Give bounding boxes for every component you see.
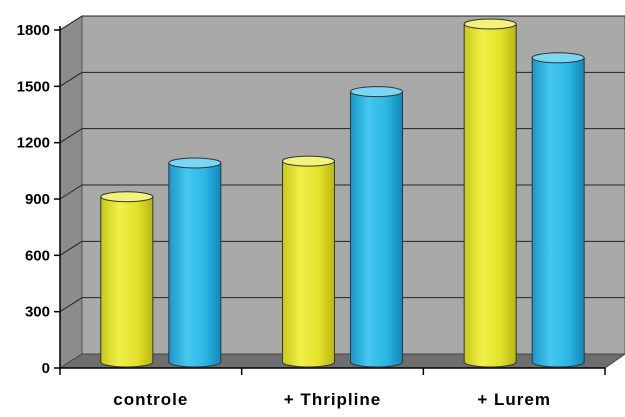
y-tick-label: 1200 [17, 135, 50, 152]
x-tick-label: + Thripline [284, 390, 381, 409]
bars [100, 18, 585, 368]
gridline-side [59, 15, 83, 31]
bar [350, 86, 403, 368]
x-tick-label: + Lurem [477, 390, 551, 409]
y-tick-label: 1800 [17, 22, 50, 39]
gridline-side [59, 184, 83, 200]
y-tick-label: 600 [25, 247, 50, 264]
axes [54, 26, 606, 375]
bar-top [531, 52, 585, 64]
gridline-side [59, 71, 83, 87]
bar-top [168, 157, 222, 169]
bar-body [463, 23, 517, 368]
labels: 0 300 600 900 1200 1500 1800 controle + Thriplin… [17, 22, 551, 409]
bar [463, 18, 517, 368]
bar [168, 157, 222, 368]
y-tick-label: 300 [25, 304, 50, 321]
bar-top [350, 86, 403, 98]
y-tick-label: 900 [25, 191, 50, 208]
bar-body [168, 162, 222, 368]
bar-body [100, 196, 154, 368]
bar-body [350, 91, 403, 368]
bar-body [531, 57, 585, 368]
bar-top [463, 18, 517, 30]
gridline-side [59, 128, 83, 144]
bar-top [100, 191, 154, 203]
bar [100, 191, 154, 368]
gridline-side [59, 297, 83, 313]
bar [531, 52, 585, 368]
bar-top [282, 155, 335, 167]
y-tick-label: 0 [42, 360, 50, 377]
bar-body [282, 160, 335, 368]
x-tick-label: controle [113, 390, 188, 409]
y-tick-label: 1500 [17, 78, 50, 95]
gridline-side [59, 240, 83, 256]
bar [282, 155, 335, 368]
